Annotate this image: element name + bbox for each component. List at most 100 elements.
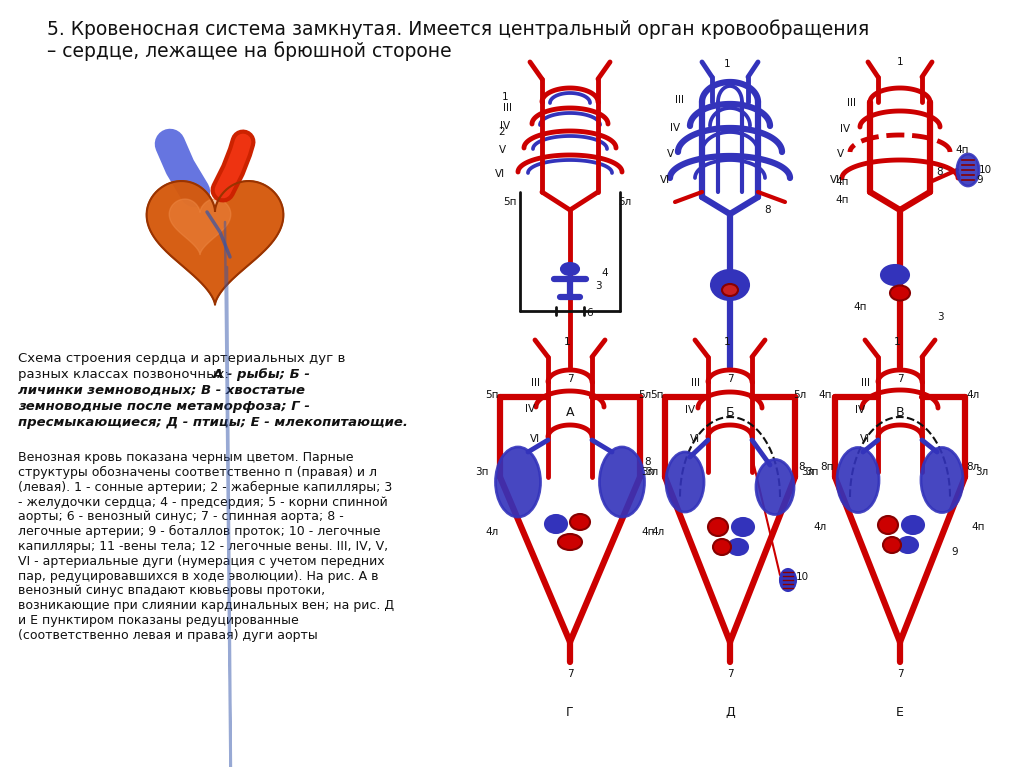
Text: 1: 1	[563, 337, 570, 347]
Ellipse shape	[881, 265, 909, 285]
Text: венозный синус впадают кювьеровы протоки,: венозный синус впадают кювьеровы протоки…	[18, 584, 326, 597]
Text: разных классах позвоночных:: разных классах позвоночных:	[18, 368, 238, 381]
Text: 4п: 4п	[818, 390, 831, 400]
Ellipse shape	[713, 539, 731, 555]
Text: пресмыкающиеся; Д - птицы; Е - млекопитающие.: пресмыкающиеся; Д - птицы; Е - млекопита…	[18, 416, 408, 429]
Text: III: III	[860, 378, 869, 388]
Text: VI: VI	[829, 175, 840, 185]
Text: 8: 8	[937, 167, 943, 177]
Text: - желудочки сердца; 4 - предсердия; 5 - корни спинной: - желудочки сердца; 4 - предсердия; 5 - …	[18, 495, 388, 509]
Text: 3л: 3л	[645, 467, 658, 477]
Text: VI: VI	[659, 175, 670, 185]
Text: земноводные после метаморфоза; Г -: земноводные после метаморфоза; Г -	[18, 400, 310, 413]
Text: III: III	[530, 378, 540, 388]
Ellipse shape	[708, 518, 728, 536]
Ellipse shape	[837, 447, 879, 512]
Text: 5л: 5л	[618, 197, 632, 207]
Text: личинки земноводных; В - хвостатые: личинки земноводных; В - хвостатые	[18, 384, 305, 397]
Text: IV: IV	[855, 405, 865, 415]
Text: 4л: 4л	[813, 522, 826, 532]
Text: 4п: 4п	[641, 527, 654, 537]
Text: 5п: 5п	[503, 197, 517, 207]
Text: 1: 1	[724, 337, 730, 347]
Text: 4п: 4п	[853, 302, 866, 312]
Text: 3п: 3п	[475, 467, 488, 477]
Text: 7: 7	[566, 669, 573, 679]
Text: А: А	[565, 406, 574, 419]
Text: 8п: 8п	[820, 462, 834, 472]
Text: 4п: 4п	[836, 177, 849, 187]
Text: III: III	[848, 98, 856, 108]
Text: 7: 7	[897, 374, 903, 384]
Text: Г: Г	[566, 706, 573, 719]
Text: – сердце, лежащее на брюшной стороне: – сердце, лежащее на брюшной стороне	[47, 41, 452, 61]
Text: 4л: 4л	[651, 527, 665, 537]
Ellipse shape	[921, 447, 963, 512]
Ellipse shape	[957, 154, 979, 186]
Text: 5п: 5п	[650, 390, 664, 400]
Text: Е: Е	[896, 706, 904, 719]
Text: 1: 1	[894, 337, 900, 347]
Text: 7: 7	[566, 374, 573, 384]
Text: 4п: 4п	[955, 145, 969, 155]
Ellipse shape	[756, 459, 794, 515]
Text: 7: 7	[897, 669, 903, 679]
Text: 8: 8	[645, 457, 651, 467]
Text: 3л: 3л	[802, 467, 815, 477]
Text: VI - артериальные дуги (нумерация с учетом передних: VI - артериальные дуги (нумерация с учет…	[18, 555, 385, 568]
Text: 1: 1	[502, 92, 508, 102]
Ellipse shape	[878, 516, 898, 534]
Text: 3л: 3л	[976, 467, 988, 477]
Text: 3п: 3п	[641, 467, 654, 477]
Polygon shape	[146, 181, 284, 304]
Text: возникающие при слиянии кардинальных вен; на рис. Д: возникающие при слиянии кардинальных вен…	[18, 599, 394, 612]
Text: легочные артерии; 9 - боталлов проток; 10 - легочные: легочные артерии; 9 - боталлов проток; 1…	[18, 525, 381, 538]
Ellipse shape	[711, 270, 749, 300]
Text: 8л: 8л	[967, 462, 980, 472]
Ellipse shape	[780, 569, 796, 591]
Ellipse shape	[898, 537, 918, 553]
Text: VI: VI	[690, 434, 700, 444]
Text: 4п: 4п	[836, 195, 849, 205]
Ellipse shape	[883, 537, 901, 553]
Text: V: V	[667, 149, 674, 159]
Ellipse shape	[570, 514, 590, 530]
Text: 4л: 4л	[967, 390, 980, 400]
Text: VI: VI	[860, 434, 870, 444]
Text: 9: 9	[951, 547, 958, 557]
Text: 4п: 4п	[971, 522, 985, 532]
Text: III: III	[676, 95, 684, 105]
Ellipse shape	[728, 539, 748, 555]
Text: 8: 8	[799, 462, 805, 472]
Text: и Е пунктиром показаны редуцированные: и Е пунктиром показаны редуцированные	[18, 614, 299, 627]
Text: (соответственно левая и правая) дуги аорты: (соответственно левая и правая) дуги аор…	[18, 629, 317, 642]
Ellipse shape	[545, 515, 567, 533]
Text: Б: Б	[726, 406, 734, 419]
Ellipse shape	[599, 447, 644, 517]
Ellipse shape	[722, 284, 738, 296]
Ellipse shape	[902, 516, 924, 534]
Ellipse shape	[558, 534, 582, 550]
Text: IV: IV	[525, 404, 536, 414]
Text: 5л: 5л	[638, 390, 651, 400]
Text: IV: IV	[500, 121, 510, 131]
Text: IV: IV	[670, 123, 680, 133]
Text: 3п: 3п	[805, 467, 819, 477]
Ellipse shape	[732, 518, 754, 536]
Ellipse shape	[496, 447, 541, 517]
Text: 7: 7	[727, 374, 733, 384]
Text: Венозная кровь показана черным цветом. Парные: Венозная кровь показана черным цветом. П…	[18, 451, 353, 464]
Text: 8: 8	[765, 205, 771, 215]
Text: IV: IV	[685, 405, 695, 415]
Ellipse shape	[561, 263, 579, 275]
Text: Схема строения сердца и артериальных дуг в: Схема строения сердца и артериальных дуг…	[18, 352, 345, 365]
Text: структуры обозначены соответственно п (правая) и л: структуры обозначены соответственно п (п…	[18, 466, 377, 479]
Text: 5л: 5л	[794, 390, 807, 400]
Text: 6: 6	[587, 308, 593, 318]
Polygon shape	[169, 199, 230, 255]
Text: V: V	[837, 149, 844, 159]
Text: Д: Д	[725, 706, 735, 719]
Text: 5п: 5п	[485, 390, 499, 400]
Text: III: III	[690, 378, 699, 388]
Text: 10: 10	[979, 165, 991, 175]
